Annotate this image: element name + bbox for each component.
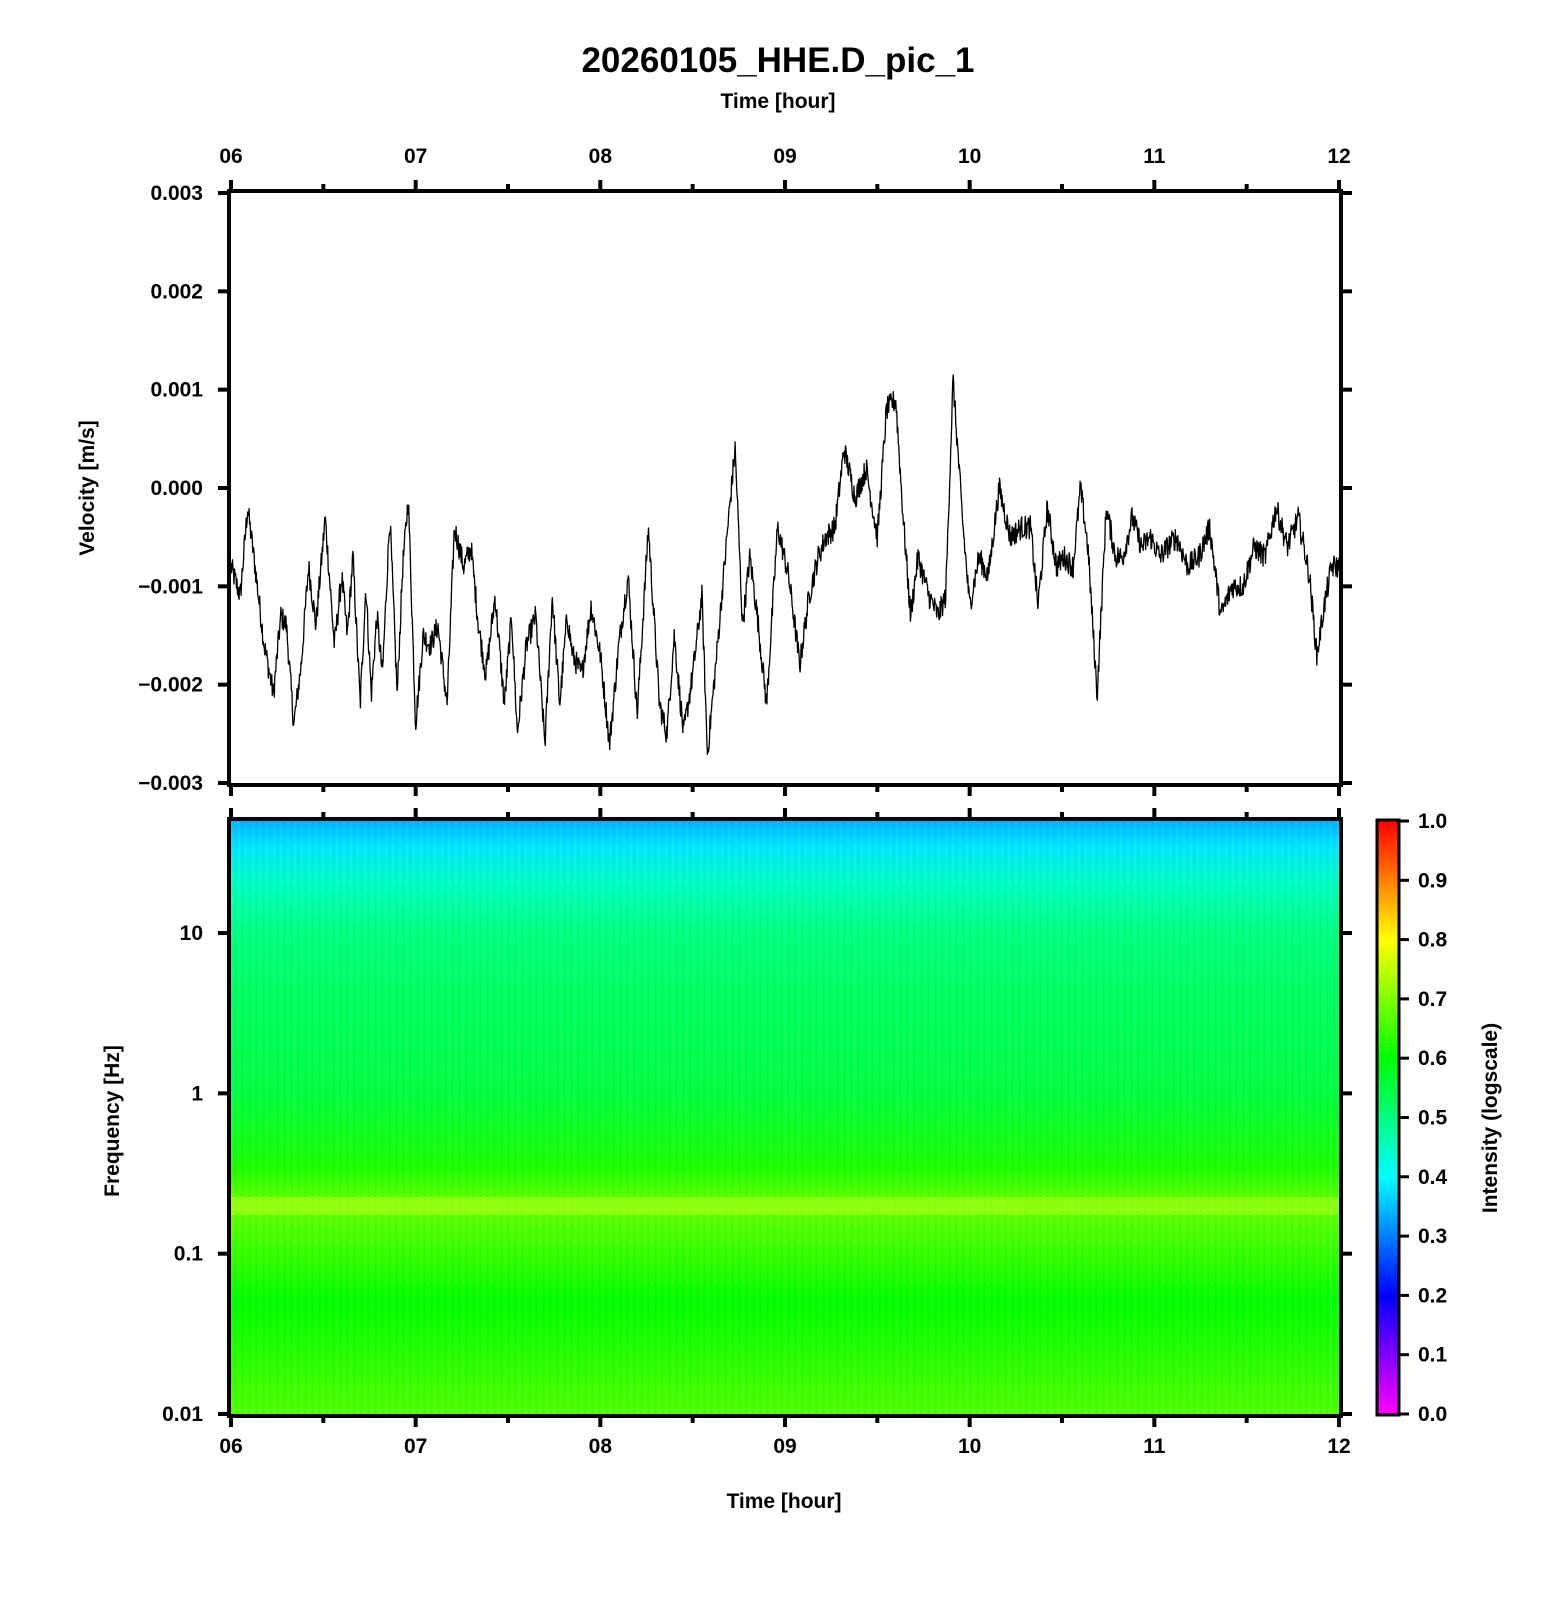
chart-title: 20260105_HHE.D_pic_1 — [581, 41, 974, 80]
top-x-tick-labels: 06 07 08 09 10 11 12 — [219, 145, 1350, 168]
colorbar-tick-label: 0.0 — [1418, 1403, 1447, 1426]
frequency-y-tick-label: 0.01 — [162, 1403, 203, 1426]
colorbar: 1.0 0.9 0.8 0.7 0.6 0.5 0.4 0.3 0.2 0.1 0.0 — [1375, 810, 1448, 1426]
top-x-tick-label: 07 — [404, 145, 427, 168]
colorbar-tick-label: 0.4 — [1418, 1166, 1448, 1189]
bottom-x-tick-label: 08 — [589, 1435, 613, 1458]
colorbar-tick-label: 0.6 — [1418, 1047, 1447, 1070]
velocity-y-tick-label: 0.002 — [150, 280, 203, 303]
colorbar-label: Intensity (logscale) — [1479, 1023, 1502, 1213]
bottom-x-tick-labels: 06 07 08 09 10 11 12 — [219, 1435, 1350, 1458]
velocity-y-tick-labels: 0.003 0.002 0.001 0.000 −0.001 −0.002 −0.003 — [138, 182, 203, 795]
velocity-y-tick-label: −0.003 — [138, 772, 203, 795]
frequency-y-tick-label: 1 — [191, 1082, 203, 1105]
colorbar-gradient — [1378, 821, 1398, 1414]
velocity-y-tick-label: −0.002 — [138, 674, 203, 697]
colorbar-tick-label: 0.8 — [1418, 929, 1448, 952]
bottom-x-tick-label: 12 — [1327, 1435, 1350, 1458]
bottom-x-tick-label: 10 — [958, 1435, 981, 1458]
top-x-tick-label: 08 — [589, 145, 613, 168]
top-x-tick-label: 11 — [1143, 145, 1166, 168]
top-x-axis-label: Time [hour] — [720, 90, 835, 113]
spectrogram-texture — [231, 821, 1339, 1414]
colorbar-tick-label: 1.0 — [1418, 810, 1447, 833]
velocity-y-tick-label: 0.000 — [150, 477, 203, 500]
spectrogram-panel: 10 1 0.1 0.01 — [162, 808, 1352, 1427]
spectrogram-axis-ticks — [218, 808, 1352, 1427]
frequency-y-tick-label: 10 — [180, 922, 203, 945]
velocity-y-tick-label: 0.001 — [150, 379, 203, 402]
colorbar-tick-label: 0.3 — [1418, 1225, 1447, 1248]
colorbar-tick-label: 0.9 — [1418, 869, 1447, 892]
bottom-x-tick-label: 06 — [219, 1435, 242, 1458]
velocity-y-axis-label: Velocity [m/s] — [76, 420, 99, 555]
velocity-panel: 0.003 0.002 0.001 0.000 −0.001 −0.002 −0.003 — [138, 180, 1352, 796]
spectrogram-y-tick-labels: 10 1 0.1 0.01 — [162, 922, 203, 1426]
velocity-plot-frame — [227, 189, 1343, 787]
top-x-tick-label: 06 — [219, 145, 242, 168]
bottom-x-tick-label: 09 — [773, 1435, 796, 1458]
velocity-y-tick-label: −0.001 — [138, 575, 203, 598]
top-x-tick-label: 09 — [773, 145, 796, 168]
spectrogram-microseism-band — [231, 1197, 1339, 1215]
velocity-series-line — [230, 374, 1340, 756]
top-x-tick-label: 12 — [1327, 145, 1350, 168]
velocity-y-tick-label: 0.003 — [150, 182, 203, 205]
bottom-x-tick-label: 11 — [1143, 1435, 1166, 1458]
colorbar-ticks: 1.0 0.9 0.8 0.7 0.6 0.5 0.4 0.3 0.2 0.1 0.0 — [1399, 810, 1448, 1426]
bottom-x-axis-label: Time [hour] — [726, 1490, 841, 1513]
colorbar-tick-label: 0.5 — [1418, 1107, 1448, 1130]
bottom-x-tick-label: 07 — [404, 1435, 427, 1458]
colorbar-tick-label: 0.7 — [1418, 988, 1447, 1011]
frequency-y-axis-label: Frequency [Hz] — [101, 1045, 124, 1197]
colorbar-tick-label: 0.2 — [1418, 1284, 1447, 1307]
frequency-y-tick-label: 0.1 — [174, 1243, 204, 1266]
top-x-tick-label: 10 — [958, 145, 981, 168]
velocity-axis-ticks — [218, 180, 1352, 796]
colorbar-tick-label: 0.1 — [1418, 1344, 1448, 1367]
